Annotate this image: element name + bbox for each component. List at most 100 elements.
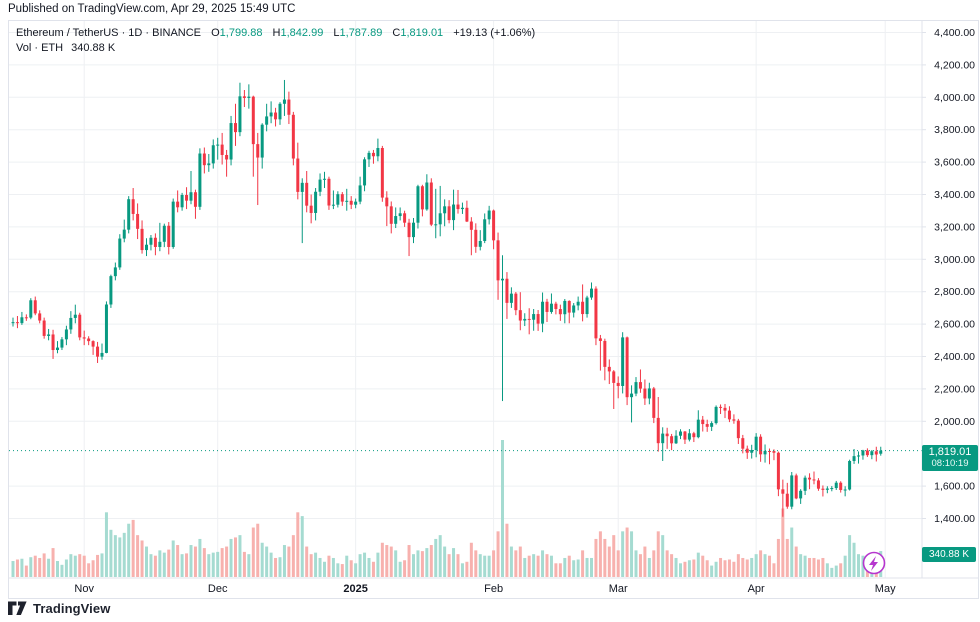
volume-bar bbox=[719, 557, 723, 577]
candle-body bbox=[149, 237, 153, 245]
candle-body bbox=[113, 267, 117, 277]
volume-bar bbox=[594, 538, 598, 577]
volume-bar bbox=[830, 567, 834, 577]
candle-body bbox=[585, 297, 589, 315]
candle-body bbox=[331, 204, 335, 206]
volume-bar bbox=[42, 553, 46, 577]
candle-body bbox=[710, 423, 714, 427]
volume-bar bbox=[220, 548, 224, 577]
time-tick-label: Feb bbox=[484, 583, 503, 595]
candle-wick bbox=[773, 449, 775, 461]
volume-bar bbox=[741, 557, 745, 577]
price-tick-label: 3,000.00 bbox=[934, 254, 975, 266]
candle-body bbox=[367, 152, 371, 160]
candle-body bbox=[496, 240, 500, 281]
volume-bar bbox=[621, 531, 625, 577]
change-value: +19.13 (+1.06%) bbox=[453, 27, 536, 39]
candle-body bbox=[340, 194, 344, 202]
candle-body bbox=[305, 182, 309, 206]
candle-body bbox=[64, 329, 68, 340]
candle-body bbox=[122, 229, 126, 239]
candle-body bbox=[732, 419, 736, 421]
volume-bar bbox=[207, 554, 211, 577]
candle-wick bbox=[346, 188, 348, 211]
price-tick-label: 1,400.00 bbox=[934, 513, 975, 525]
candle-wick bbox=[332, 190, 334, 210]
candle-body bbox=[87, 338, 91, 342]
volume-bar bbox=[518, 546, 522, 577]
candle-body bbox=[607, 366, 611, 372]
candle-wick bbox=[724, 403, 726, 419]
volume-bar bbox=[545, 554, 549, 577]
candle-body bbox=[300, 182, 304, 192]
boost-badge[interactable] bbox=[862, 551, 886, 575]
volume-bar bbox=[287, 546, 291, 577]
candle-body bbox=[420, 186, 424, 210]
candle-wick bbox=[435, 188, 437, 239]
volume-bar bbox=[501, 440, 504, 577]
volume-bar bbox=[180, 554, 184, 577]
price-tick-label: 4,000.00 bbox=[934, 92, 975, 104]
volume-bar bbox=[527, 555, 531, 577]
volume-bar bbox=[816, 559, 820, 577]
candle-body bbox=[20, 317, 24, 324]
candle-body bbox=[616, 382, 620, 386]
ohlc-open-key: O bbox=[211, 27, 220, 39]
volume-bar bbox=[790, 527, 794, 577]
candle-body bbox=[723, 407, 727, 411]
candle-body bbox=[380, 148, 384, 198]
volume-bar bbox=[225, 546, 229, 577]
candle-body bbox=[291, 114, 295, 159]
volume-bar bbox=[554, 563, 558, 577]
volume-bar bbox=[607, 546, 611, 577]
candlestick-chart[interactable]: 4,400.00 4,200.00 4,000.00 3,800.00 3,600.00… bbox=[9, 21, 978, 598]
candle-body bbox=[171, 201, 175, 247]
volume-bar bbox=[839, 563, 843, 577]
lightning-icon bbox=[869, 556, 878, 571]
volume-bar bbox=[47, 558, 51, 577]
price-tick-label: 4,400.00 bbox=[934, 27, 975, 39]
volume-bar bbox=[505, 523, 509, 577]
volume-bar bbox=[153, 555, 157, 577]
candle-body bbox=[736, 420, 740, 439]
candle-body bbox=[318, 179, 322, 192]
candle-body bbox=[385, 197, 389, 207]
candle-wick bbox=[408, 218, 410, 257]
candle-body bbox=[82, 337, 86, 339]
symbol-legend-row[interactable]: Ethereum / TetherUS · 1D · BINANCE O1,79… bbox=[16, 26, 535, 41]
candle-body bbox=[247, 96, 251, 98]
candle-wick bbox=[662, 427, 664, 461]
volume-bar bbox=[91, 560, 95, 577]
candle-body bbox=[567, 300, 571, 313]
volume-bar bbox=[403, 560, 407, 577]
candle-body bbox=[741, 438, 745, 449]
candle-body bbox=[536, 314, 540, 324]
volume-bar bbox=[167, 549, 171, 577]
volume-bar bbox=[759, 550, 763, 577]
candle-body bbox=[879, 450, 883, 454]
volume-bar bbox=[803, 555, 807, 577]
volume-bar bbox=[149, 554, 153, 577]
candle-body bbox=[429, 182, 433, 225]
volume-bar bbox=[363, 552, 367, 577]
volume-bar bbox=[185, 553, 189, 577]
volume-bar bbox=[670, 554, 674, 577]
candle-body bbox=[857, 455, 860, 457]
candle-wick bbox=[769, 448, 770, 465]
volume-bar bbox=[122, 532, 126, 577]
candle-body bbox=[398, 213, 402, 217]
candle-body bbox=[843, 489, 847, 491]
volume-legend-row[interactable]: Vol · ETH 340.88 K bbox=[16, 41, 535, 56]
volume-bar bbox=[131, 519, 135, 577]
candle-wick bbox=[92, 340, 94, 355]
volume-bar bbox=[572, 560, 576, 577]
volume-bar bbox=[73, 555, 77, 577]
candle-body bbox=[15, 322, 19, 324]
volume-bar bbox=[202, 548, 206, 577]
tradingview-attribution[interactable]: TradingView bbox=[8, 601, 110, 616]
candle-body bbox=[225, 154, 229, 160]
volume-bar bbox=[478, 554, 482, 577]
volume-bar bbox=[576, 559, 580, 577]
candle-body bbox=[790, 475, 794, 507]
candle-body bbox=[759, 436, 763, 455]
